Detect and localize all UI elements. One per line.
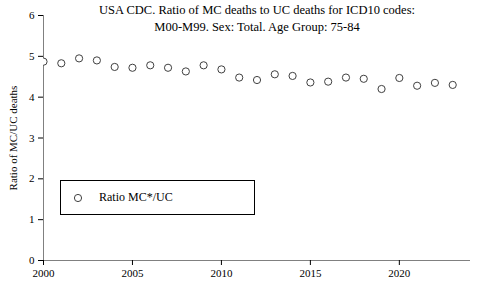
svg-text:0: 0: [29, 254, 35, 266]
svg-text:2020: 2020: [388, 267, 411, 279]
svg-text:6: 6: [29, 9, 35, 21]
svg-text:3: 3: [29, 132, 35, 144]
svg-text:2: 2: [29, 172, 35, 184]
svg-text:5: 5: [29, 50, 35, 62]
svg-text:4: 4: [29, 91, 35, 103]
svg-text:1: 1: [29, 213, 35, 225]
svg-text:Ratio of MC/UC deaths: Ratio of MC/UC deaths: [7, 86, 19, 191]
svg-text:2000: 2000: [33, 267, 56, 279]
svg-text:2015: 2015: [299, 267, 322, 279]
html-text:Ratio MC*/UC: Ratio MC*/UC: [99, 190, 173, 204]
svg-text:2005: 2005: [121, 267, 144, 279]
svg-text:USA CDC. Ratio of MC deaths to: USA CDC. Ratio of MC deaths to UC deaths…: [99, 3, 415, 34]
svg-text:2010: 2010: [210, 267, 233, 279]
